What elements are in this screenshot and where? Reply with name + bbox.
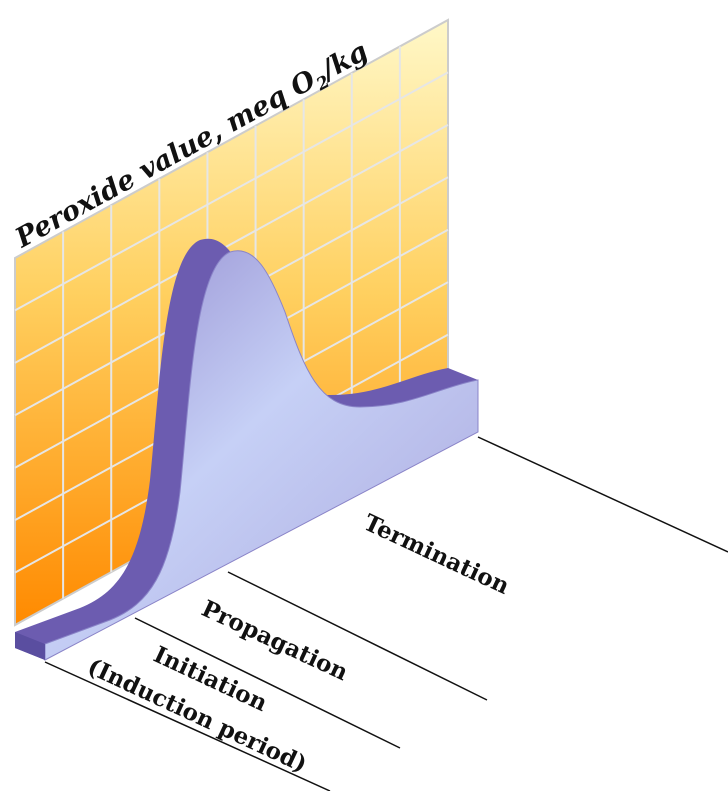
diagram: Peroxide value, meq O2/kg Termination Pr… xyxy=(0,0,728,791)
phase-label: Termination xyxy=(359,509,513,600)
phase-line xyxy=(478,437,728,552)
